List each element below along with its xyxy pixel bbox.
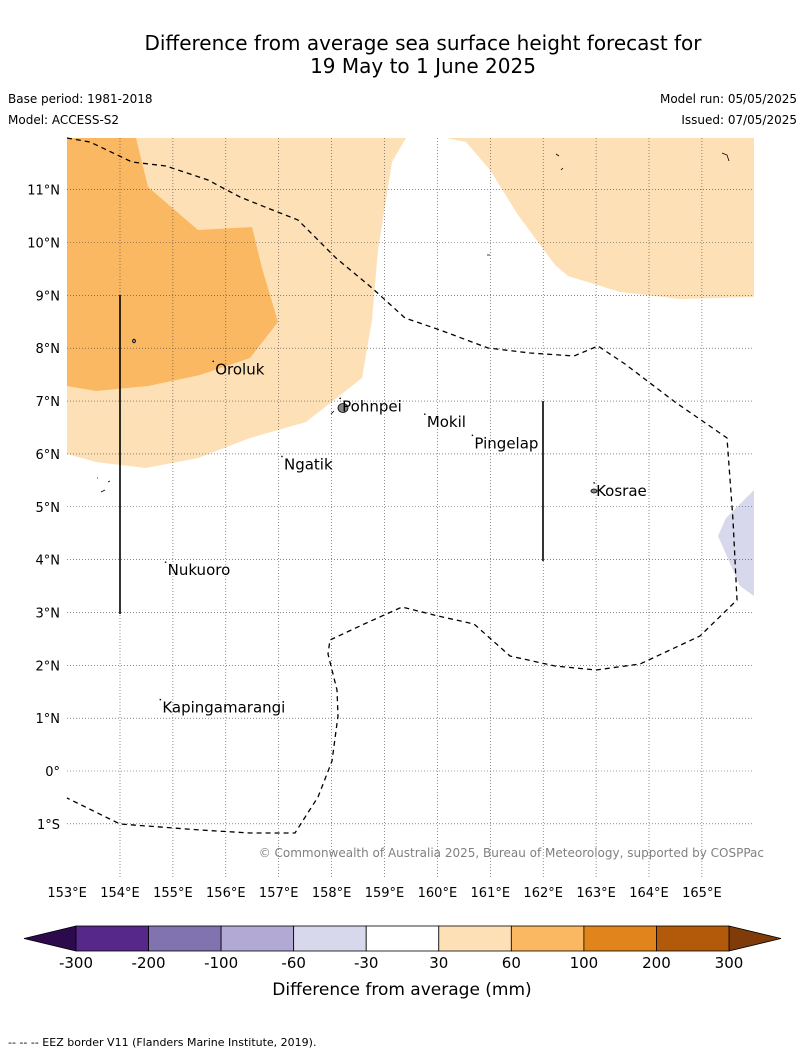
place-marker	[159, 698, 162, 701]
colorbar-tick-label: -100	[204, 954, 238, 972]
colorbar-tick-label: 300	[715, 954, 744, 972]
longitude-tick-label: 164°E	[629, 886, 669, 901]
colorbar: -300 -200 -100 -60 -30 30 60 100 200 300	[23, 925, 782, 972]
longitude-tick-label: 163°E	[576, 886, 616, 901]
longitude-labels: 153°E 154°E 155°E 156°E 157°E 158°E 159°E 160°E…	[47, 886, 721, 901]
title-line-2: 19 May to 1 June 2025	[310, 54, 536, 78]
place-label-nukuoro: Nukuoro	[168, 561, 231, 579]
place-label-mokil: Mokil	[427, 413, 466, 431]
longitude-tick-label: 154°E	[100, 886, 140, 901]
latitude-tick-label: 7°N	[36, 395, 61, 410]
issued-date: Issued: 07/05/2025	[681, 113, 797, 127]
anomaly-shading	[67, 138, 754, 596]
place-marker	[424, 413, 426, 415]
place-label-pohnpei: Pohnpei	[342, 397, 402, 415]
map-title: Difference from average sea surface heig…	[0, 32, 804, 78]
longitude-tick-label: 160°E	[418, 886, 458, 901]
longitude-tick-label: 165°E	[682, 886, 722, 901]
oroluk-islet	[132, 338, 136, 344]
latitude-tick-label: 9°N	[36, 289, 61, 304]
place-marker	[281, 455, 283, 458]
latitude-tick-label: 4°N	[36, 554, 61, 569]
colorbar-bin	[220, 925, 295, 952]
colorbar-tick-label: -30	[354, 954, 379, 972]
longitude-tick-label: 162°E	[523, 886, 563, 901]
colorbar-under-arrow	[23, 925, 77, 952]
latitude-labels: 11°N 10°N 9°N 8°N 7°N 6°N 5°N 4°N 3°N 2°N 1°N 0° 1°S	[27, 184, 60, 833]
place-marker	[212, 360, 215, 363]
colorbar-title: Difference from average (mm)	[272, 980, 531, 1000]
colorbar-bin	[365, 925, 440, 952]
latitude-tick-label: 10°N	[27, 237, 60, 252]
anomaly-area-30-60-northeast	[446, 138, 754, 299]
model-run: Model run: 05/05/2025	[659, 92, 797, 106]
place-labels: Oroluk Pohnpei Mokil Pingelap Ngatik Kosrae Nu…	[159, 360, 647, 717]
latitude-tick-label: 6°N	[36, 448, 61, 463]
title-line-1: Difference from average sea surface heig…	[144, 31, 702, 55]
colorbar-bin	[75, 925, 149, 952]
map-canvas: Oroluk Pohnpei Mokil Pingelap Ngatik Kosrae Nu…	[23, 137, 782, 1000]
pohnpei-island	[337, 403, 349, 413]
colorbar-bin	[438, 925, 512, 952]
colorbar-tick-label: 60	[502, 954, 521, 972]
anomaly-area-neg30-neg60-east	[718, 490, 754, 596]
place-label-pingelap: Pingelap	[474, 434, 538, 452]
colorbar-tick-label: -200	[132, 954, 166, 972]
longitude-tick-label: 157°E	[259, 886, 299, 901]
small-islets	[97, 152, 730, 493]
place-marker	[164, 561, 167, 563]
longitude-tick-label: 156°E	[206, 886, 246, 901]
colorbar-bin	[148, 925, 222, 952]
copyright-text: © Commonwealth of Australia 2025, Bureau…	[259, 846, 764, 860]
colorbar-bin	[583, 925, 657, 952]
longitude-tick-label: 155°E	[153, 886, 193, 901]
place-marker	[471, 434, 474, 437]
colorbar-tick-label: 200	[642, 954, 671, 972]
place-marker	[593, 482, 595, 484]
latitude-tick-label: 2°N	[36, 659, 61, 674]
colorbar-bin	[656, 925, 730, 952]
latitude-tick-label: 3°N	[36, 606, 61, 621]
longitude-tick-label: 161°E	[471, 886, 511, 901]
latitude-tick-label: 1°S	[37, 818, 60, 833]
place-label-ngatik: Ngatik	[284, 455, 333, 473]
latitude-tick-label: 8°N	[36, 342, 61, 357]
colorbar-tick-label: -60	[281, 954, 306, 972]
longitude-tick-label: 153°E	[47, 886, 87, 901]
latitude-tick-label: 0°	[45, 765, 60, 780]
place-label-oroluk: Oroluk	[215, 360, 264, 378]
colorbar-over-arrow	[728, 925, 782, 952]
colorbar-bin	[510, 925, 585, 952]
graticule	[67, 138, 754, 878]
latitude-tick-label: 11°N	[27, 184, 60, 199]
colorbar-tick-label: 30	[429, 954, 448, 972]
longitude-tick-label: 158°E	[312, 886, 352, 901]
kosrae-island	[590, 488, 598, 494]
longitude-tick-label: 159°E	[365, 886, 405, 901]
colorbar-tick-label: 100	[570, 954, 599, 972]
eez-border-north	[66, 137, 738, 834]
islands	[97, 152, 730, 494]
base-period: Base period: 1981-2018	[8, 92, 153, 106]
colorbar-tick-label: -300	[59, 954, 93, 972]
place-label-kapingamarangi: Kapingamarangi	[162, 699, 285, 717]
latitude-tick-label: 5°N	[36, 501, 61, 516]
latitude-tick-label: 1°N	[36, 712, 61, 727]
model-name: Model: ACCESS-S2	[8, 113, 120, 127]
place-marker	[339, 397, 341, 400]
eez-legend: -- -- -- EEZ border V11 (Flanders Marine…	[8, 1036, 317, 1049]
colorbar-bin	[293, 925, 367, 952]
place-label-kosrae: Kosrae	[596, 482, 647, 500]
